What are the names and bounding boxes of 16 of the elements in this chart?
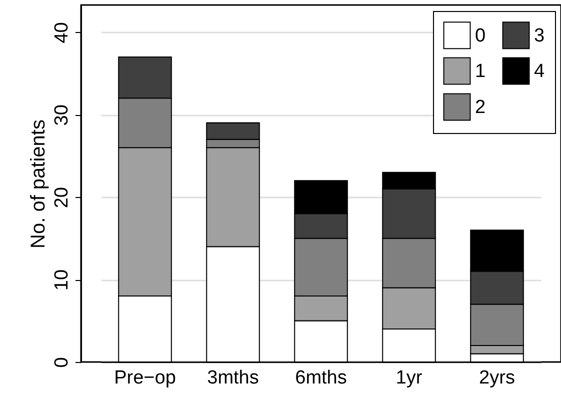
legend-label: 0 xyxy=(475,25,486,46)
x-tick-label: 6mths xyxy=(295,368,347,388)
y-tick-label: 10 xyxy=(52,269,72,291)
x-tick-label: 1yr xyxy=(396,368,423,388)
y-tick-label: 40 xyxy=(52,22,72,44)
x-tick-label: Pre−op xyxy=(114,368,176,388)
y-tick-label: 20 xyxy=(52,187,72,208)
legend-label: 3 xyxy=(534,25,545,46)
x-tick-label: 3mths xyxy=(207,368,259,388)
x-tick-label: 2yrs xyxy=(479,368,515,388)
y-axis-title: No. of patients xyxy=(28,120,50,248)
y-tick-label: 0 xyxy=(52,357,72,368)
legend-label: 1 xyxy=(475,61,486,82)
y-tick-label: 30 xyxy=(52,104,72,126)
legend-label: 2 xyxy=(475,97,486,118)
legend-label: 4 xyxy=(534,61,545,82)
